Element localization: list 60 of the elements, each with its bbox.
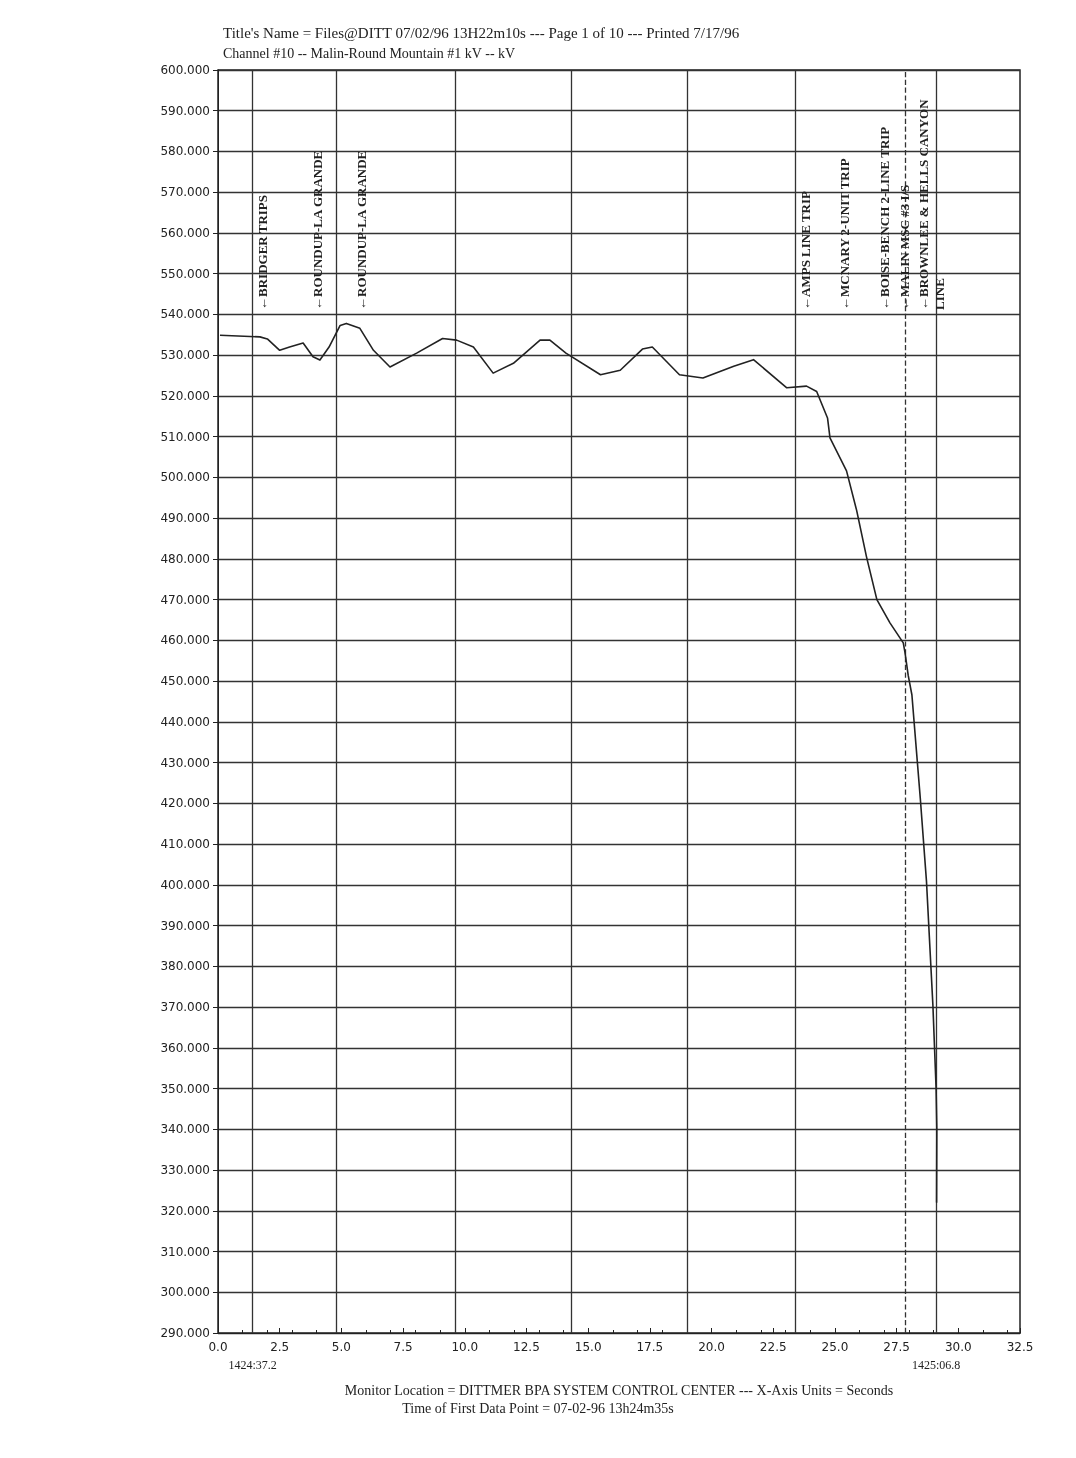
x-tick-label: 15.0 xyxy=(574,1340,602,1354)
x-tick-label: 20.0 xyxy=(698,1340,725,1354)
y-tick-label: 600.000 xyxy=(160,63,210,77)
y-tick-label: 330.000 xyxy=(160,1163,210,1178)
x-tick-label: 27.5 xyxy=(883,1340,910,1354)
text: Time of First Data Point = 07-02-96 13h24m35s xyxy=(402,1400,674,1416)
chart-subtitle: Channel #10 -- Malin-Round Mountain #1 kV -- kV xyxy=(223,45,516,61)
x-tick-label: 2.5 xyxy=(270,1340,290,1354)
annotation: ←AMPS LINE TRIP xyxy=(797,190,813,310)
y-tick-label: 430.000 xyxy=(160,755,210,770)
annotation: ←MALIN MSC #3 I/S xyxy=(896,184,912,310)
y-tick-label: 370.000 xyxy=(160,1000,210,1015)
y-tick-label: 410.000 xyxy=(160,837,210,852)
x-tick-label: 17.5 xyxy=(636,1340,664,1354)
y-tick-label: 450.000 xyxy=(160,674,210,689)
y-tick-label: 490.000 xyxy=(160,511,210,526)
y-tick-label: 320.000 xyxy=(160,1203,210,1218)
y-tick-label: 340.000 xyxy=(160,1122,210,1137)
y-tick-label: 380.000 xyxy=(160,959,210,974)
annotation: ←BOISE-BENCH 2-LINE TRIP xyxy=(876,126,892,310)
chart-title: Title's Name = Files@DITT 07/02/96 13H22m10s --- Page 1 of 10 --- Printed 7/17/96 xyxy=(223,24,740,41)
y-tick-label: 480.000 xyxy=(160,551,210,566)
annotation: ←MCNARY 2-UNIT TRIP xyxy=(837,158,853,310)
y-tick-label: 400.000 xyxy=(160,877,210,892)
annotation: ←BROWNLEE & HELLS CANYON LINE xyxy=(916,96,948,310)
y-tick-label: 500.000 xyxy=(160,470,210,485)
x-tick-label: 22.5 xyxy=(759,1340,787,1354)
x-tick-label: 12.5 xyxy=(513,1340,540,1354)
y-tick-label: 460.000 xyxy=(160,633,210,648)
x-tick-label: 7.5 xyxy=(393,1340,413,1354)
y-tick-label: 520.000 xyxy=(160,388,210,403)
y-tick-label: 550.000 xyxy=(160,266,210,281)
x-tick-label: 32.5 xyxy=(1006,1340,1034,1354)
y-tick-label: 420.000 xyxy=(160,796,210,811)
x-tick-label: 5.0 xyxy=(331,1340,351,1354)
y-tick-label: 590.000 xyxy=(160,103,210,118)
y-tick-label: 360.000 xyxy=(160,1040,210,1055)
y-tick-label: 530.000 xyxy=(160,348,210,363)
y-tick-label: 390.000 xyxy=(160,918,210,933)
x-tick-label: 30.0 xyxy=(944,1340,972,1354)
y-tick-label: 510.000 xyxy=(160,429,210,444)
annotation: ←BRIDGER TRIPS xyxy=(254,194,270,310)
y-tick-label: 470.000 xyxy=(160,592,210,607)
annotation: ←ROUNDUP-LA GRANDE xyxy=(310,150,326,310)
text: 1424:37.2 xyxy=(228,1358,277,1372)
y-tick-label: 310.000 xyxy=(160,1244,210,1259)
y-tick-label: 440.000 xyxy=(160,714,210,729)
x-tick-label: 10.0 xyxy=(451,1340,479,1354)
y-tick-label: 570.000 xyxy=(160,185,210,200)
y-tick-label: 580.000 xyxy=(160,144,210,159)
y-tick-label: 290.000 xyxy=(160,1326,210,1340)
text: 1425:06.8 xyxy=(911,1358,961,1372)
y-tick-label: 350.000 xyxy=(160,1081,210,1096)
y-tick-label: 560.000 xyxy=(160,225,210,240)
x-axis-title: Monitor Location = DITTMER BPA SYSTEM CONTROL CENTER --- X-Axis Units = Seconds xyxy=(344,1382,894,1398)
x-tick-label: 0.0 xyxy=(208,1340,228,1354)
y-tick-label: 540.000 xyxy=(160,307,210,322)
x-tick-label: 25.0 xyxy=(821,1340,849,1354)
y-tick-label: 300.000 xyxy=(160,1285,210,1300)
annotation: ←ROUNDUP-LA GRANDE xyxy=(353,150,369,310)
